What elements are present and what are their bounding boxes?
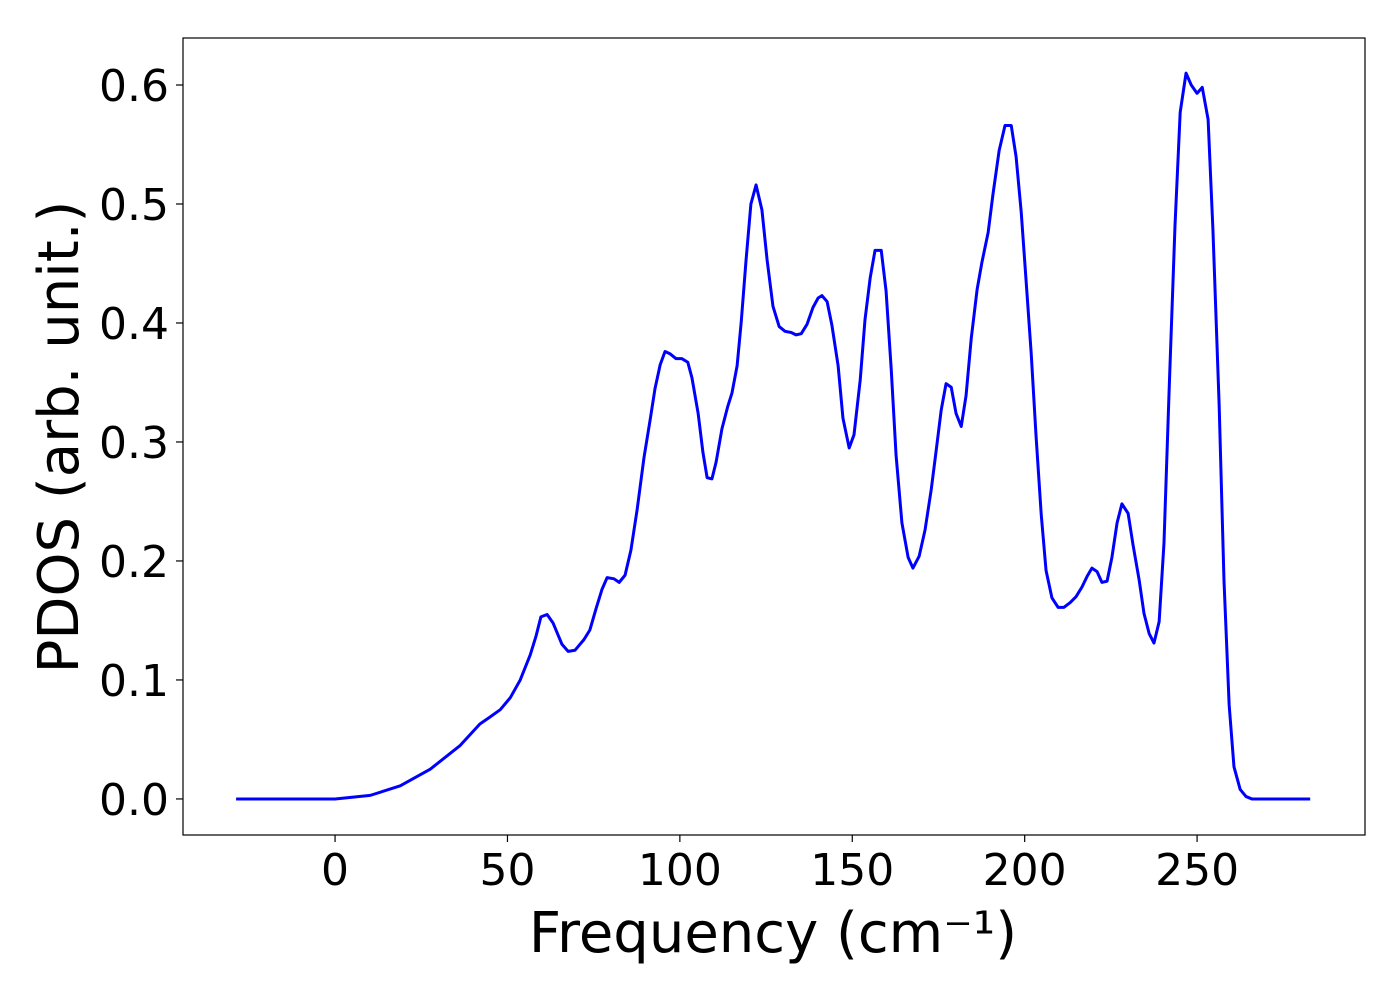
y-axis-label: PDOS (arb. unit.) bbox=[27, 201, 92, 674]
x-tick-label: 200 bbox=[983, 845, 1067, 896]
x-tick-label: 150 bbox=[810, 845, 894, 896]
y-tick-label: 0.0 bbox=[99, 775, 169, 826]
y-tick-label: 0.4 bbox=[99, 299, 169, 350]
y-tick-label: 0.1 bbox=[99, 656, 169, 707]
y-tick-label: 0.6 bbox=[99, 61, 169, 112]
x-tick-label: 250 bbox=[1155, 845, 1239, 896]
x-tick-label: 100 bbox=[638, 845, 722, 896]
x-tick-label: 0 bbox=[321, 845, 349, 896]
x-axis-label: Frequency (cm⁻¹) bbox=[529, 901, 1017, 966]
y-tick-label: 0.2 bbox=[99, 537, 169, 588]
plot-frame bbox=[182, 37, 1366, 836]
y-tick-label: 0.3 bbox=[99, 418, 169, 469]
data-line bbox=[236, 71, 1311, 801]
x-tick-label: 50 bbox=[479, 845, 535, 896]
y-tick-label: 0.5 bbox=[99, 180, 169, 231]
